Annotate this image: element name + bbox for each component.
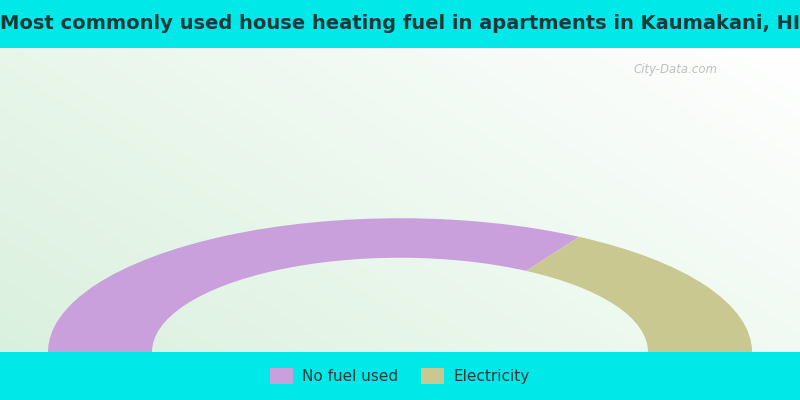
Legend: No fuel used, Electricity: No fuel used, Electricity	[264, 362, 536, 390]
Wedge shape	[48, 218, 579, 352]
Text: City-Data.com: City-Data.com	[634, 63, 718, 76]
Text: Most commonly used house heating fuel in apartments in Kaumakani, HI: Most commonly used house heating fuel in…	[0, 14, 800, 32]
Wedge shape	[526, 237, 752, 352]
